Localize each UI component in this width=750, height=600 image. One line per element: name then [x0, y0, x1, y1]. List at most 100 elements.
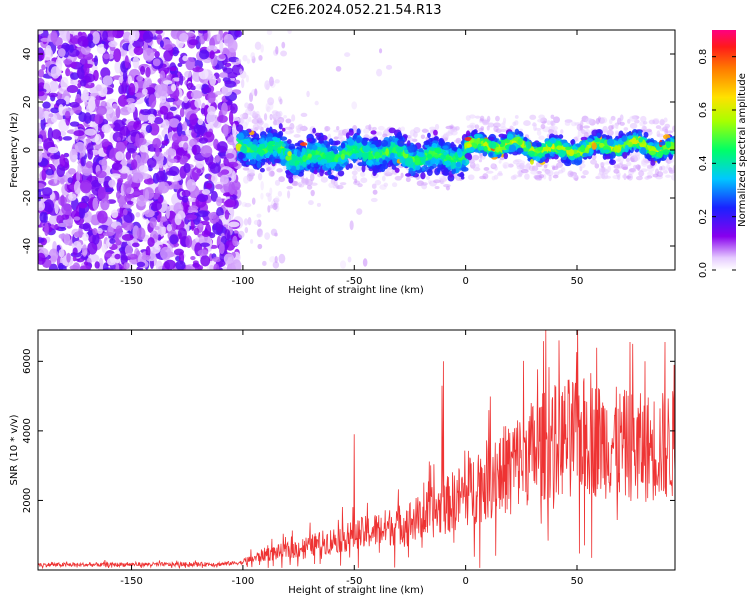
- spectrogram-cell: [494, 165, 498, 171]
- spectrogram-cell: [240, 78, 245, 89]
- spectrogram-cell: [117, 178, 124, 184]
- spectrogram-cell: [38, 30, 44, 35]
- spectrogram-cell: [250, 144, 258, 151]
- spectrogram-cell: [662, 170, 668, 174]
- spectrogram-cell: [45, 45, 52, 58]
- spectrogram-cell: [251, 197, 256, 205]
- spectrogram-cell: [143, 178, 155, 185]
- spectrogram-cell: [655, 125, 662, 130]
- spectrogram-cell: [104, 253, 112, 258]
- spectrogram-cell: [223, 253, 235, 265]
- spectrogram-cell: [181, 189, 191, 198]
- spectrogram-cell: [339, 166, 344, 171]
- spectrogram-cell: [213, 263, 220, 270]
- spectrogram-cell: [50, 30, 58, 44]
- spectrogram-cell: [147, 113, 156, 123]
- spectrogram-cell: [153, 117, 164, 125]
- spectrogram-cell: [274, 79, 280, 84]
- spectrogram-cell: [659, 166, 663, 171]
- spectrogram-cell: [362, 152, 370, 160]
- spectrogram-cell: [224, 209, 230, 220]
- spectrogram-cell: [186, 179, 197, 192]
- spectrogram-cell: [255, 154, 261, 162]
- spectrogram-cell: [109, 238, 116, 244]
- spectrogram-cell: [466, 124, 472, 129]
- spectrogram-cell: [328, 174, 335, 180]
- spectrogram-cell: [126, 200, 134, 205]
- spectrogram-cell: [41, 64, 46, 71]
- spectrogram-cell: [172, 175, 182, 182]
- spectrogram-cell: [325, 144, 331, 149]
- spectrogram-cell: [121, 234, 134, 241]
- spectrogram-cell: [177, 62, 183, 68]
- spectrogram-cell: [152, 58, 161, 67]
- spectrogram-cell: [138, 165, 149, 173]
- spectrogram-cell: [183, 142, 189, 151]
- spectrogram-cell: [347, 256, 352, 263]
- spectrogram-cell: [257, 172, 263, 181]
- spectrogram-cell: [40, 37, 51, 42]
- spectrogram-cell: [47, 146, 59, 154]
- spectrogram-cell: [333, 148, 339, 155]
- spectrogram-cell: [227, 161, 239, 168]
- spectrogram-cell: [287, 151, 292, 157]
- spectrogram-cell: [101, 157, 108, 171]
- spectrogram-cell: [418, 152, 425, 158]
- spectrogram-cell: [242, 129, 249, 137]
- spectrogram-cell: [195, 83, 203, 90]
- spectrogram-cell: [271, 136, 278, 141]
- spectrogram-cell: [206, 45, 218, 53]
- spectrogram-cell: [291, 165, 297, 171]
- spectrogram-cell: [287, 190, 291, 199]
- spectrogram-cell: [499, 123, 506, 129]
- spectrogram-cell: [306, 159, 311, 165]
- spectrogram-cell: [237, 132, 245, 141]
- spectrogram-cell: [38, 188, 42, 203]
- spectrogram-cell: [274, 179, 281, 186]
- spectrogram-cell: [362, 258, 368, 267]
- spectrogram-cell: [45, 174, 56, 179]
- spectrogram-cell: [646, 128, 652, 133]
- spectrogram-cell: [374, 179, 382, 186]
- spectrogram-cell: [176, 99, 184, 106]
- spectrogram-cell: [202, 86, 212, 94]
- spectrogram-cell: [288, 176, 294, 184]
- spectrogram-cell: [556, 162, 564, 168]
- spectrogram-cell: [637, 171, 645, 177]
- spectrogram-cell: [482, 173, 489, 180]
- spectrogram-cell: [66, 85, 79, 93]
- spectrogram-cell: [280, 50, 288, 57]
- spectrogram-cell: [189, 113, 198, 126]
- spectrogram-cell: [78, 202, 88, 209]
- spectrogram-cell: [266, 106, 271, 113]
- spectrogram-cell: [306, 137, 313, 143]
- spectrogram-cell: [276, 168, 283, 173]
- spectrogram-cell: [212, 214, 220, 223]
- spectrogram-cell: [62, 136, 73, 141]
- spectrogram-cell: [198, 234, 211, 246]
- spectrogram-cell: [260, 44, 264, 53]
- spectrogram-cell: [198, 49, 210, 60]
- spectrogram-cell: [256, 161, 262, 169]
- spectrogram-cell: [115, 151, 124, 161]
- spectrogram-cell: [445, 131, 454, 136]
- spectrogram-cell: [159, 105, 169, 115]
- spectrogram-cell: [93, 55, 99, 67]
- spectrogram-cell: [257, 228, 263, 237]
- spectrogram-cell: [80, 255, 89, 260]
- spectrogram-cell: [127, 75, 133, 85]
- spectrogram-cell: [185, 235, 193, 249]
- spectrogram-cell: [258, 138, 265, 145]
- spectrogram-cell: [285, 118, 292, 124]
- spectrogram-cell: [571, 121, 577, 127]
- spectrogram-cell: [260, 158, 268, 163]
- spectrogram-cell: [38, 91, 45, 97]
- spectrogram-cell: [545, 170, 551, 176]
- spectrogram-cell: [420, 182, 428, 186]
- spectrogram-cell: [198, 137, 209, 144]
- spectrogram-cell: [160, 246, 172, 260]
- spectrogram-cell: [455, 161, 461, 168]
- spectrogram-cell: [365, 125, 371, 130]
- spectrogram-cell: [395, 145, 403, 153]
- spectrogram-cell: [38, 51, 45, 61]
